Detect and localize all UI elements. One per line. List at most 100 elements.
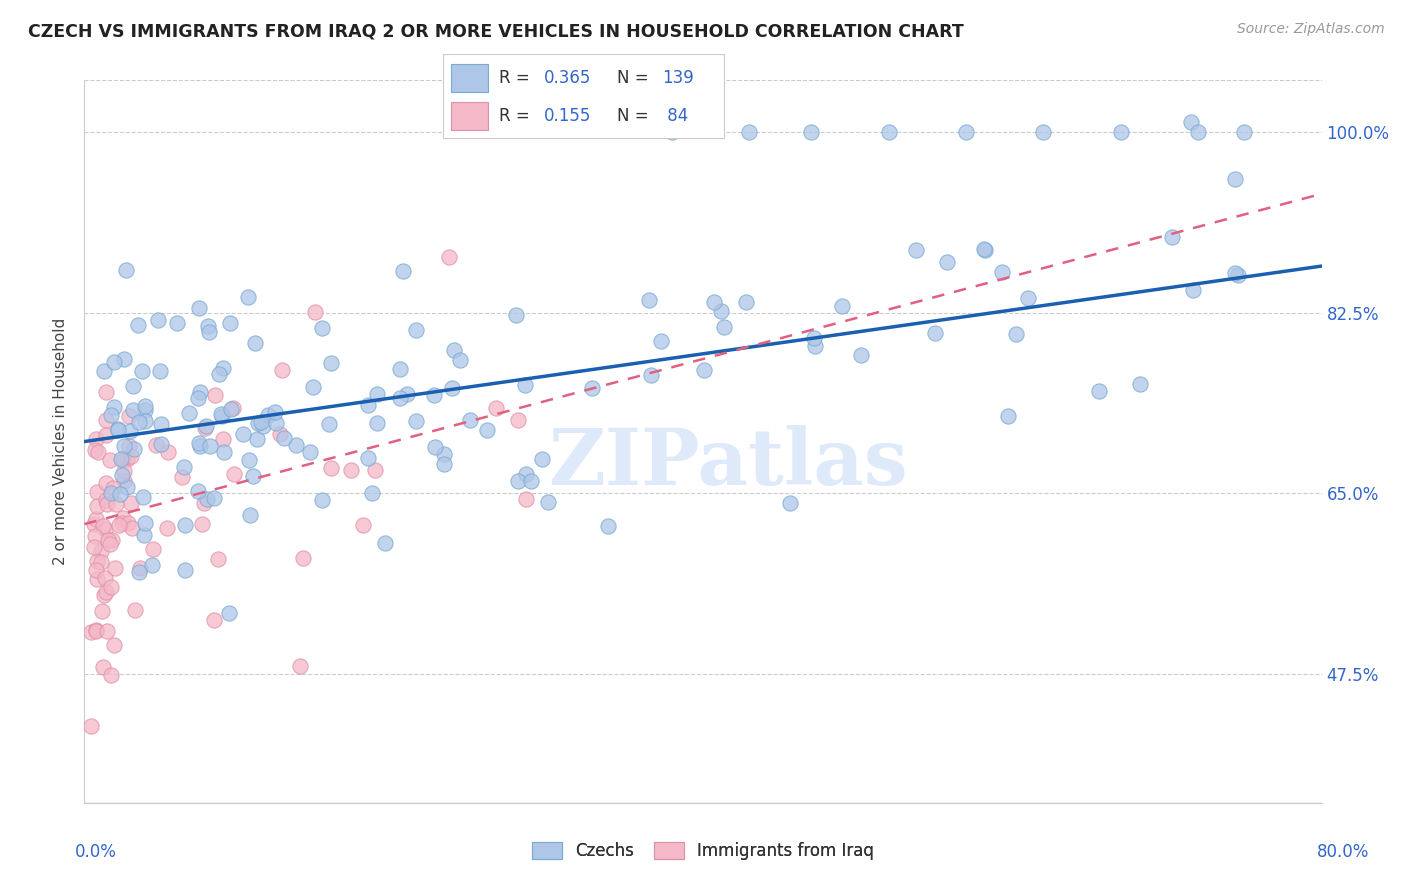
Point — [204, 388, 226, 402]
Point — [86, 484, 108, 499]
Point — [581, 381, 603, 395]
Point — [475, 423, 498, 437]
Point — [118, 439, 141, 453]
Point — [129, 560, 152, 574]
Point — [1182, 283, 1205, 297]
Point — [121, 521, 143, 535]
Point — [86, 499, 108, 513]
Point — [120, 496, 142, 510]
Point — [661, 125, 683, 139]
Point — [117, 516, 139, 530]
Point — [264, 416, 287, 430]
Point — [1160, 230, 1182, 244]
Point — [257, 408, 280, 422]
Point — [250, 415, 273, 429]
Point — [246, 432, 269, 446]
Point — [650, 334, 672, 349]
Point — [86, 432, 108, 446]
Point — [93, 588, 115, 602]
Point — [110, 451, 132, 466]
Point — [149, 364, 172, 378]
Point — [1017, 291, 1039, 305]
Point — [263, 405, 285, 419]
Point — [128, 415, 150, 429]
Point — [738, 125, 761, 139]
Point — [304, 305, 326, 319]
Point — [515, 492, 537, 507]
Point — [96, 385, 118, 400]
Point — [405, 323, 427, 337]
Point — [100, 485, 122, 500]
Point — [640, 368, 662, 382]
Point — [366, 387, 388, 401]
Point — [212, 361, 235, 376]
Text: 0.365: 0.365 — [544, 69, 592, 87]
Point — [218, 606, 240, 620]
Point — [96, 624, 118, 638]
Point — [391, 264, 413, 278]
Point — [149, 417, 172, 432]
Text: N =: N = — [617, 69, 654, 87]
Point — [83, 517, 105, 532]
Text: 0.0%: 0.0% — [75, 843, 117, 861]
Point — [713, 320, 735, 334]
Point — [779, 496, 801, 510]
Point — [94, 476, 117, 491]
Point — [86, 623, 108, 637]
Point — [127, 318, 149, 332]
Point — [198, 325, 221, 339]
Point — [519, 474, 541, 488]
Point — [112, 438, 135, 452]
Point — [96, 427, 118, 442]
Point — [433, 457, 456, 471]
Point — [112, 464, 135, 478]
Point — [298, 445, 321, 459]
Point — [124, 603, 146, 617]
Point — [1129, 376, 1152, 391]
FancyBboxPatch shape — [451, 63, 488, 92]
Point — [193, 496, 215, 510]
Point — [174, 518, 197, 533]
Point — [219, 401, 242, 416]
Point — [877, 125, 900, 139]
Point — [188, 439, 211, 453]
Point — [388, 391, 411, 405]
Point — [1180, 114, 1202, 128]
Point — [449, 353, 471, 368]
Point — [107, 423, 129, 437]
Point — [441, 381, 464, 395]
Point — [146, 313, 169, 327]
Point — [211, 409, 233, 423]
Point — [150, 437, 173, 451]
Point — [357, 398, 380, 412]
Point — [111, 511, 134, 525]
Point — [80, 625, 103, 640]
Point — [1187, 125, 1209, 139]
Point — [208, 367, 231, 381]
Point — [100, 533, 122, 548]
Point — [118, 424, 141, 438]
Point — [800, 125, 823, 139]
Point — [352, 517, 374, 532]
Point — [505, 308, 527, 322]
Point — [108, 487, 131, 501]
Point — [107, 422, 129, 436]
Point — [485, 401, 508, 416]
Point — [86, 554, 108, 568]
Point — [122, 442, 145, 456]
Point — [1032, 125, 1054, 139]
Point — [515, 467, 537, 482]
Point — [93, 364, 115, 378]
Point — [96, 498, 118, 512]
Point — [94, 585, 117, 599]
Point — [1005, 326, 1028, 341]
Point — [103, 355, 125, 369]
Point — [506, 413, 529, 427]
Point — [340, 463, 363, 477]
Point — [90, 555, 112, 569]
Point — [108, 518, 131, 533]
Point — [364, 463, 387, 477]
Point — [997, 409, 1019, 423]
Point — [803, 331, 825, 345]
Point — [187, 301, 209, 315]
